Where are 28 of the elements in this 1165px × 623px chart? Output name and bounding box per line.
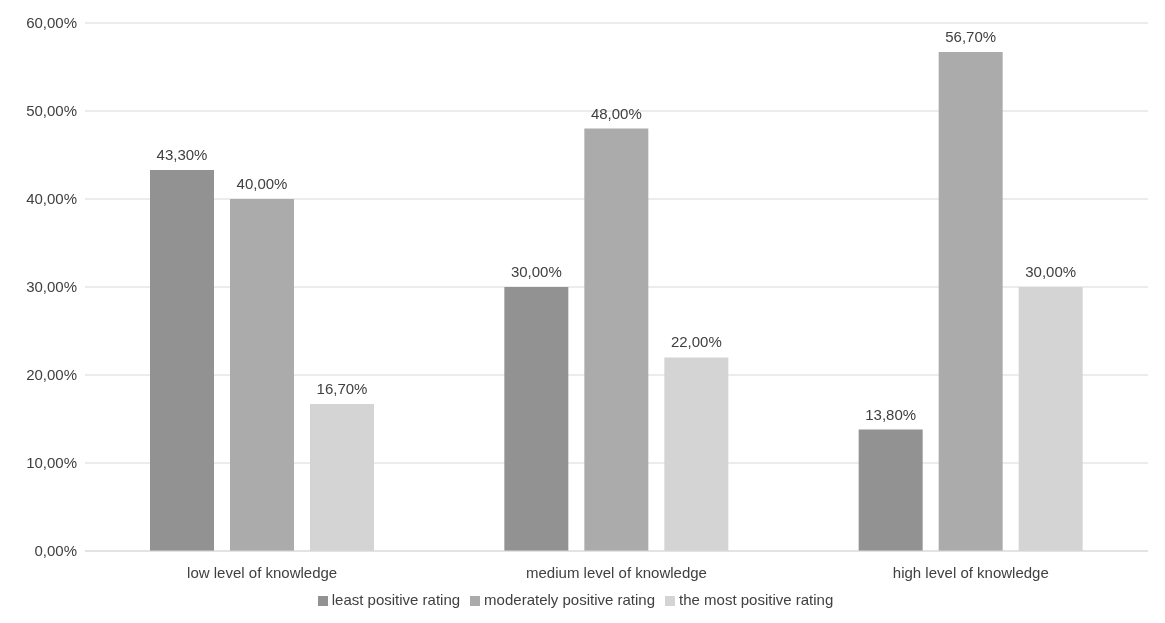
y-tick-label: 50,00% (26, 102, 77, 120)
y-tick-label: 20,00% (26, 366, 77, 384)
legend-label: least positive rating (331, 591, 461, 608)
data-label: 56,70% (945, 28, 997, 46)
bar (584, 128, 649, 551)
y-tick-label: 0,00% (34, 542, 77, 560)
y-tick-label: 10,00% (26, 454, 77, 472)
legend-label: the most positive rating (679, 591, 834, 608)
bar (150, 169, 214, 551)
data-label: 48,00% (590, 104, 642, 122)
data-label: 40,00% (236, 175, 288, 192)
y-tick-label: 40,00% (26, 190, 77, 208)
legend-label: moderately positive rating (484, 591, 656, 608)
bar (230, 199, 294, 551)
data-label: 16,70% (316, 380, 368, 398)
data-label: 13,80% (865, 405, 917, 423)
x-tick-label: medium level of knowledge (526, 563, 707, 581)
x-tick-label: high level of knowledge (892, 563, 1049, 581)
y-tick-label: 60,00% (26, 14, 77, 32)
bar (938, 52, 1003, 551)
data-label: 30,00% (510, 263, 562, 280)
x-tick-label: low level of knowledge (187, 563, 338, 581)
data-label: 43,30% (156, 145, 208, 163)
bar (504, 287, 569, 551)
bar (858, 429, 923, 551)
data-label: 30,00% (1025, 263, 1077, 280)
y-tick-label: 30,00% (26, 278, 77, 296)
data-label: 22,00% (670, 333, 722, 351)
